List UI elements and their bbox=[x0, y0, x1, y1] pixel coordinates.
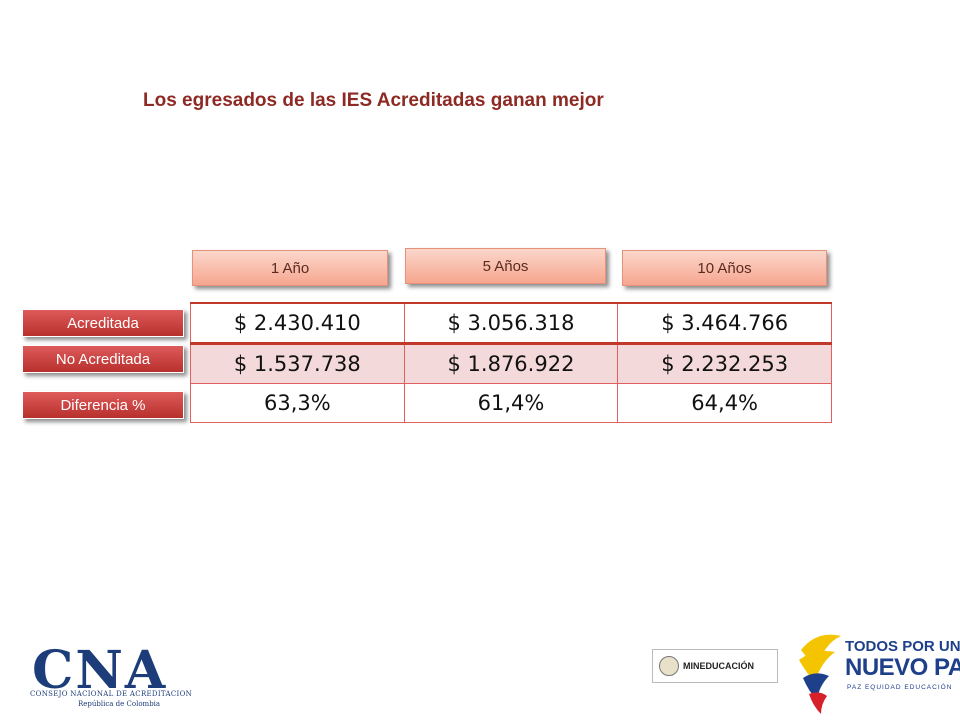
cna-logo-caption: CONSEJO NACIONAL DE ACREDITACION bbox=[30, 690, 193, 698]
page-title: Los egresados de las IES Acreditadas gan… bbox=[143, 90, 604, 111]
table-cell: $ 1.876.922 bbox=[403, 342, 619, 384]
table-cell: 61,4% bbox=[403, 383, 619, 423]
table-cell: $ 3.056.318 bbox=[403, 302, 619, 344]
table-cell: $ 1.537.738 bbox=[190, 342, 405, 384]
table-cell: $ 2.430.410 bbox=[190, 302, 405, 344]
todos-por-un-nuevo-pais-logo: TODOS POR UN NUEVO PAÍS PAZ EQUIDAD EDUC… bbox=[795, 630, 960, 716]
column-header-5-years: 5 Años bbox=[405, 248, 606, 284]
table-row: 63,3% 61,4% 64,4% bbox=[190, 383, 832, 423]
table-row: $ 1.537.738 $ 1.876.922 $ 2.232.253 bbox=[190, 342, 832, 384]
coat-of-arms-icon bbox=[659, 656, 679, 676]
tpnp-line2: NUEVO PAÍS bbox=[845, 654, 960, 681]
tpnp-line1: TODOS POR UN bbox=[845, 638, 960, 655]
table-cell: $ 3.464.766 bbox=[617, 302, 832, 344]
flag-swoosh-icon bbox=[799, 634, 841, 714]
salary-table: $ 2.430.410 $ 3.056.318 $ 3.464.766 $ 1.… bbox=[190, 302, 832, 423]
row-header-diferencia: Diferencia % bbox=[22, 391, 184, 419]
cna-logo-letters: CNA bbox=[32, 640, 168, 701]
table-cell: 63,3% bbox=[190, 383, 405, 423]
cna-logo: CNA CONSEJO NACIONAL DE ACREDITACION Rep… bbox=[28, 638, 243, 714]
mineducacion-logo: MINEDUCACIÓN bbox=[652, 649, 778, 683]
table-cell: $ 2.232.253 bbox=[617, 342, 832, 384]
column-header-1-year: 1 Año bbox=[192, 250, 388, 286]
table-row: $ 2.430.410 $ 3.056.318 $ 3.464.766 bbox=[190, 302, 832, 344]
row-header-no-acreditada: No Acreditada bbox=[22, 345, 184, 373]
row-header-acreditada: Acreditada bbox=[22, 309, 184, 337]
tpnp-tagline: PAZ EQUIDAD EDUCACIÓN bbox=[847, 684, 953, 691]
mineducacion-label: MINEDUCACIÓN bbox=[683, 661, 754, 671]
table-cell: 64,4% bbox=[617, 383, 832, 423]
column-header-10-years: 10 Años bbox=[622, 250, 827, 286]
cna-logo-subcaption: República de Colombia bbox=[78, 700, 161, 708]
